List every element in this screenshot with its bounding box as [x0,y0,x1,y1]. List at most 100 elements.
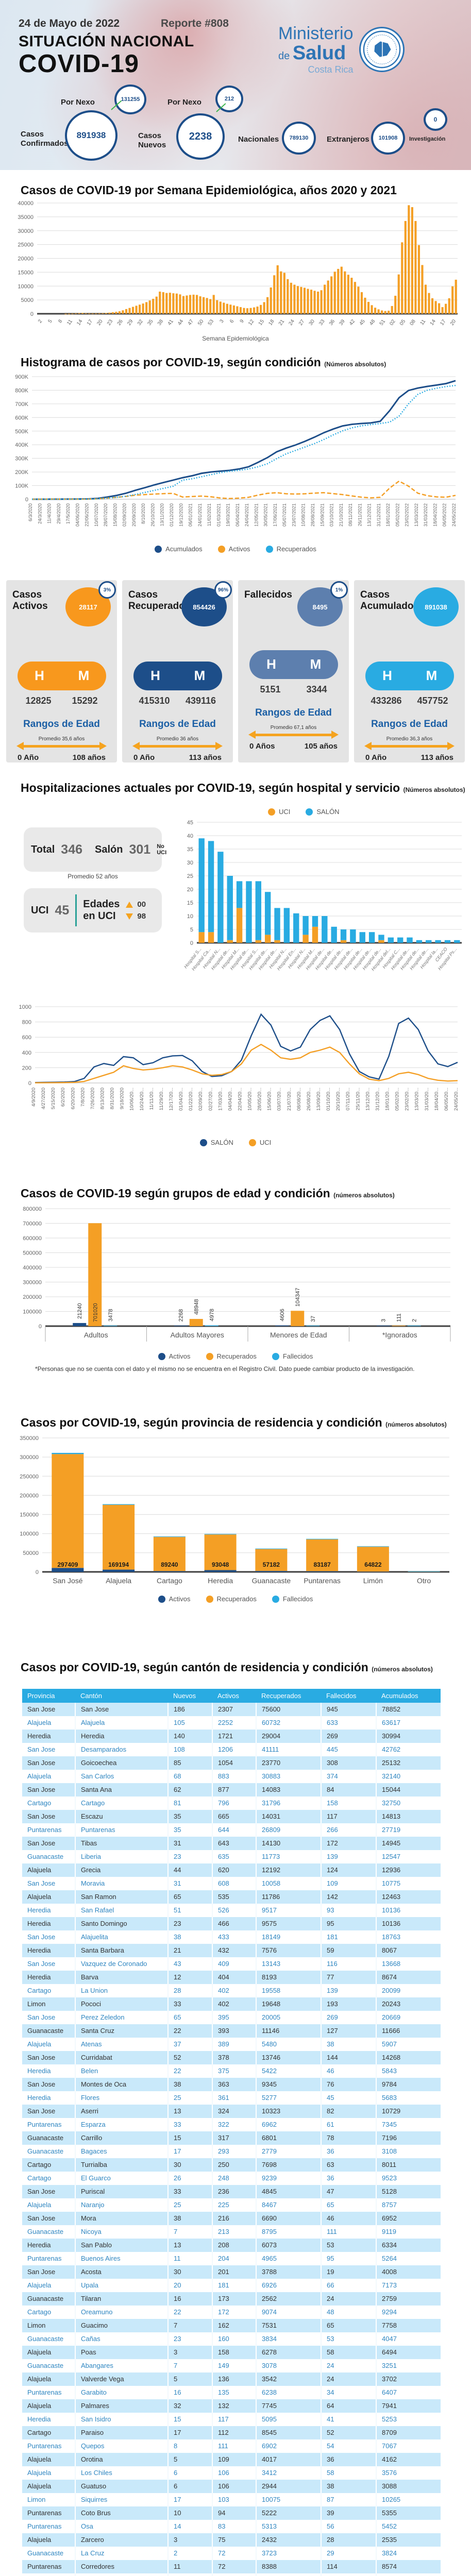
svg-text:0: 0 [25,497,28,503]
svg-text:33: 33 [318,318,326,327]
rangos-label: Rangos de Edad [255,707,332,718]
histogram-section: Histograma de casos por COVID-19, según … [0,340,471,577]
svg-text:300K: 300K [15,456,28,462]
svg-text:8/13/2020: 8/13/2020 [99,1088,105,1109]
svg-text:20/10/20...: 20/10/20... [335,1088,341,1111]
table-row: Heredia Barva 12 404 8193 77 8674 [22,1971,441,1984]
ministry-logo: Ministerio de Salud Costa Rica [278,25,405,74]
svg-text:01/03/2021: 01/03/2021 [216,503,221,527]
card-title: Casos Recuperados [128,589,191,612]
weekly-chart-section: Casos de COVID-19 por Semana Epidemiológ… [0,170,471,342]
svg-text:30: 30 [308,318,316,327]
table-row: Cartago Cartago 81 796 31796 158 32750 [22,1797,441,1810]
svg-text:15/08/2020: 15/08/2020 [112,503,117,527]
svg-text:900K: 900K [15,374,28,380]
svg-text:18/01/20...: 18/01/20... [385,1088,391,1111]
table-row: Heredia Heredia 140 1721 29004 269 30994 [22,1730,441,1743]
table-row: Alajuela Grecia 44 620 12192 124 12936 [22,1863,441,1877]
svg-text:06/01/2021: 06/01/2021 [188,503,193,527]
table-row: Guanacaste Santa Cruz 22 393 11146 127 11666 [22,2024,441,2038]
province-stacked-bar-chart: 0 50000 100000 150000 200000 250000 300000 3500… [20,1435,449,1585]
table-row: Guanacaste Tilaran 16 173 2562 24 2759 [22,2292,441,2306]
hm-values: 5151 3344 [260,684,327,694]
table-row: Heredia San Rafael 51 526 9517 93 10136 [22,1904,441,1917]
svg-text:28/05/20...: 28/05/20... [257,1088,263,1111]
rangos-label: Rangos de Edad [371,718,448,730]
svg-text:600: 600 [22,1035,31,1041]
table-row: Alajuela Orotina 5 109 4017 36 4162 [22,2453,441,2466]
table-row: Guanacaste La Cruz 2 72 3723 29 3824 [22,2547,441,2560]
svg-text:7/8/2020: 7/8/2020 [80,1088,86,1107]
svg-text:23/02/2022: 23/02/2022 [405,503,410,527]
table-row: San Jose Moravia 31 608 10058 109 10775 [22,1877,441,1890]
svg-text:Puntarenas: Puntarenas [304,1577,341,1585]
report-number: Reporte #808 [161,18,229,29]
table-row: Cartago Oreamuno 22 172 9074 48 9294 [22,2306,441,2319]
svg-text:10/24/20...: 10/24/20... [139,1088,145,1111]
investigacion-circle: 0 [424,108,447,131]
svg-text:11/11/20...: 11/11/20... [149,1088,155,1110]
svg-text:01/04/20...: 01/04/20... [178,1088,184,1111]
table-row: San Jose Aserri 13 324 10323 82 10729 [22,2105,441,2118]
svg-text:400K: 400K [15,442,28,448]
svg-text:Adultos Mayores: Adultos Mayores [171,1331,224,1339]
recuperados-dot-icon [206,1352,213,1360]
table-row: San Jose Desamparados 108 1206 41111 445 42762 [22,1743,441,1756]
salon-dot-icon [199,1139,207,1146]
arrow-up-icon [126,901,133,908]
activos-dot-icon [158,1595,165,1603]
card-title: Fallecidos [244,589,292,600]
svg-text:06/04/2021: 06/04/2021 [235,503,240,527]
card-value-bubble: 854426 [181,587,227,626]
table-row: Puntarenas Garabito 16 135 6238 34 6407 [22,2386,441,2399]
svg-text:20: 20 [96,318,104,327]
hosp-lines-legend: SALÓN UCI [0,1139,471,1146]
table-row: Alajuela Poas 3 158 6278 58 6494 [22,2346,441,2359]
svg-text:24/01/2021: 24/01/2021 [197,503,203,527]
table-row: San Jose Mora 38 216 6690 46 6952 [22,2212,441,2225]
svg-text:5: 5 [47,318,54,324]
table-row: Puntarenas Quepos 8 111 6902 54 7067 [22,2439,441,2453]
svg-text:05/07/2021: 05/07/2021 [282,503,287,527]
svg-text:7/26/2020: 7/26/2020 [90,1088,95,1109]
svg-text:17/06/2021: 17/06/2021 [273,503,278,527]
hospital-timeline-chart: 0 200 400 600 800 1000 4/9/2020 4/27/2020 5/15/2… [19,1004,459,1111]
ministry-country: Costa Rica [308,64,354,75]
svg-text:200000: 200000 [20,1493,39,1499]
column-header: Nuevos [168,1689,212,1703]
svg-text:300000: 300000 [20,1454,39,1461]
svg-text:26/10/2020: 26/10/2020 [150,503,155,527]
age-range-arrow-icon [132,741,223,750]
svg-text:45: 45 [187,820,193,826]
table-row: HerediaSarapiqui9707316887474 [22,2573,441,2576]
svg-text:21/10/2021: 21/10/2021 [339,503,344,527]
card-percent-badge: 1% [330,581,348,599]
svg-text:30: 30 [187,860,193,866]
svg-text:08/11/2021: 08/11/2021 [348,503,353,526]
table-row: San Jose Goicoechea 85 1054 23770 308 25132 [22,1756,441,1770]
hosp-title: Hospitalizaciones actuales por COVID-19,… [21,781,465,794]
prov-legend: Activos Recuperados Fallecidos [0,1595,471,1603]
svg-text:21240: 21240 [77,1303,83,1319]
svg-text:01/10/20...: 01/10/20... [326,1088,331,1111]
svg-text:05/02/20...: 05/02/20... [395,1088,400,1111]
svg-text:12/05/2021: 12/05/2021 [254,503,259,527]
svg-text:700000: 700000 [23,1221,42,1227]
acumulados-dot-icon [155,545,162,553]
svg-text:19/03/2021: 19/03/2021 [226,503,231,527]
table-row: Alajuela Zarcero 3 75 2432 28 2535 [22,2533,441,2547]
por-nexo-confirmados-circle: 131255 [114,84,146,114]
svg-text:21/07/20...: 21/07/20... [287,1088,292,1111]
svg-text:30/05/2021: 30/05/2021 [263,503,268,527]
svg-text:51: 51 [379,318,387,327]
svg-text:25: 25 [187,873,193,879]
table-row: San Jose Santa Ana 62 877 14083 84 15044 [22,1783,441,1797]
svg-text:800: 800 [22,1020,31,1026]
hospitalizations-section: Hospitalizaciones actuales por COVID-19,… [0,762,471,1172]
provinces-section: Casos por COVID-19, según provincia de r… [0,1401,471,1641]
svg-text:8: 8 [57,318,63,324]
hosp-total-card: Total 346 Salón 301 No UCI [24,827,166,872]
